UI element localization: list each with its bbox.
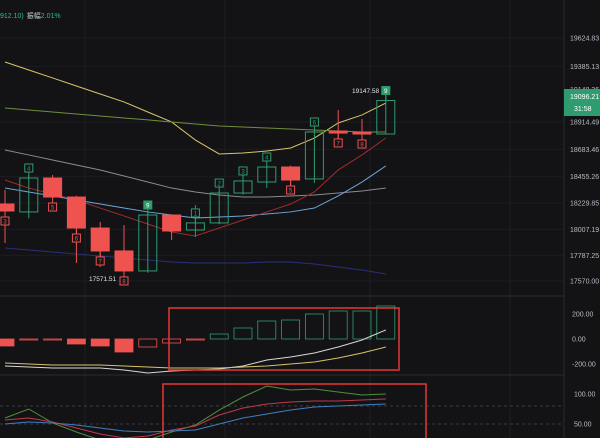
td-count-label: 4 [265, 156, 269, 162]
macd-line [4, 329, 386, 374]
td-count-label: 9 [146, 204, 150, 210]
td-count-label: 1 [194, 211, 198, 217]
td-count-label: 9 [384, 89, 388, 95]
price-tick-label: 18455.26 [570, 174, 599, 181]
td-count-label: 8 [360, 143, 364, 149]
macd-histogram-bar [209, 333, 229, 340]
td-count-label: 8 [122, 279, 126, 285]
moving-average-line [4, 247, 386, 275]
td-count-label: 3 [241, 169, 245, 175]
td-count-box [238, 166, 248, 176]
td-count-box [286, 185, 296, 195]
highlight-box-kdj [162, 383, 427, 438]
td-count-label: 6 [75, 237, 79, 243]
last-price-label: 19096.21 [570, 94, 599, 101]
td-count-box [381, 86, 391, 96]
countdown-label: 31:58 [574, 106, 592, 113]
td-count-box [119, 276, 129, 286]
candle-down [114, 250, 134, 272]
kdj-tick-label: 100.00 [574, 392, 596, 399]
price-pane[interactable]: 3 4 5 6 7 8 9 1 2 3 4 5 6 7 8 9 19147.58 17571.51 [0, 61, 396, 286]
td-count-box [71, 233, 81, 243]
candle-down [352, 131, 372, 135]
kdj-line [4, 398, 386, 438]
td-count-box [0, 216, 10, 226]
macd-histogram-bar [19, 338, 39, 341]
td-count-box [24, 163, 34, 173]
macd-histogram-bar [43, 338, 62, 341]
candle-down [0, 203, 15, 212]
last-price-badge [564, 89, 600, 116]
macd-pane[interactable] [0, 305, 396, 374]
td-count-box [309, 117, 319, 127]
td-count-box [214, 178, 224, 188]
header-stats: 912.10) 振幅2.01% [0, 11, 61, 21]
candle-down [281, 166, 301, 181]
price-tick-label: 17570.00 [570, 279, 599, 286]
macd-histogram-bar [233, 327, 253, 340]
macd-histogram-bar [138, 338, 158, 348]
td-count-label: 2 [218, 182, 222, 188]
td-count-box [143, 200, 153, 210]
moving-average-line [4, 107, 386, 133]
macd-histogram-bar [114, 338, 134, 353]
macd-histogram-bar [257, 320, 277, 340]
macd-histogram-bar [185, 338, 205, 341]
price-axis[interactable]: 19624.83 19385.13 18914.49 18683.46 18455.26… [564, 36, 600, 429]
candle-down [90, 227, 110, 252]
td-count-label: 7 [337, 141, 341, 147]
td-count-label: 3 [3, 219, 7, 225]
td-count-label: 5 [289, 189, 293, 195]
highlight-box-macd [168, 307, 400, 371]
macd-histogram-bar [328, 310, 348, 340]
price-tick-label: 18683.46 [570, 147, 599, 154]
kdj-tick-label: 50.00 [574, 422, 592, 429]
candle-down [328, 130, 348, 134]
kdj-line [4, 403, 386, 433]
macd-tick-label: -200.00 [572, 362, 596, 369]
price-tick-label: 18229.85 [570, 200, 599, 207]
price-tick-label: 19624.83 [570, 36, 599, 43]
macd-line [4, 346, 386, 369]
td-count-box [262, 152, 272, 162]
moving-average-line [4, 149, 386, 198]
amplitude-value: 2.01% [40, 13, 61, 20]
candle-down [43, 177, 63, 198]
td-count-box [95, 256, 105, 266]
candle-down [66, 196, 86, 229]
macd-histogram-bar [376, 305, 396, 340]
candle-down [162, 214, 182, 232]
td-count-box [333, 138, 343, 148]
kdj-line [4, 385, 386, 438]
macd-tick-label: 200.00 [572, 312, 594, 319]
td-count-label: 4 [27, 166, 31, 172]
macd-histogram-bar [67, 338, 86, 345]
high-annotation: 19147.58 [352, 88, 379, 95]
macd-histogram-bar [0, 338, 15, 347]
td-count-box [190, 208, 200, 218]
kdj-pane[interactable] [0, 385, 564, 438]
moving-average-line [4, 61, 387, 155]
price-tick-label: 19385.13 [570, 64, 599, 71]
macd-tick-label: 0.00 [572, 337, 586, 344]
macd-histogram-bar [352, 310, 372, 340]
td-count-label: 5 [51, 206, 55, 212]
price-tick-label: 18007.19 [570, 227, 599, 234]
price-tick-label: 17787.25 [570, 253, 599, 260]
macd-histogram-bar [90, 338, 110, 347]
amplitude-label: 振幅 [26, 13, 41, 20]
td-count-label: 7 [99, 259, 103, 265]
low-annotation: 17571.51 [89, 276, 116, 283]
td-count-box [48, 202, 58, 212]
td-count-box [357, 139, 367, 149]
price-tick-label: 18914.49 [570, 120, 599, 127]
macd-histogram-bar [162, 338, 182, 344]
macd-histogram-bar [281, 319, 301, 340]
macd-histogram-bar [304, 313, 324, 340]
td-count-label: 6 [313, 120, 317, 126]
prev-value: 912.10) [0, 13, 24, 20]
